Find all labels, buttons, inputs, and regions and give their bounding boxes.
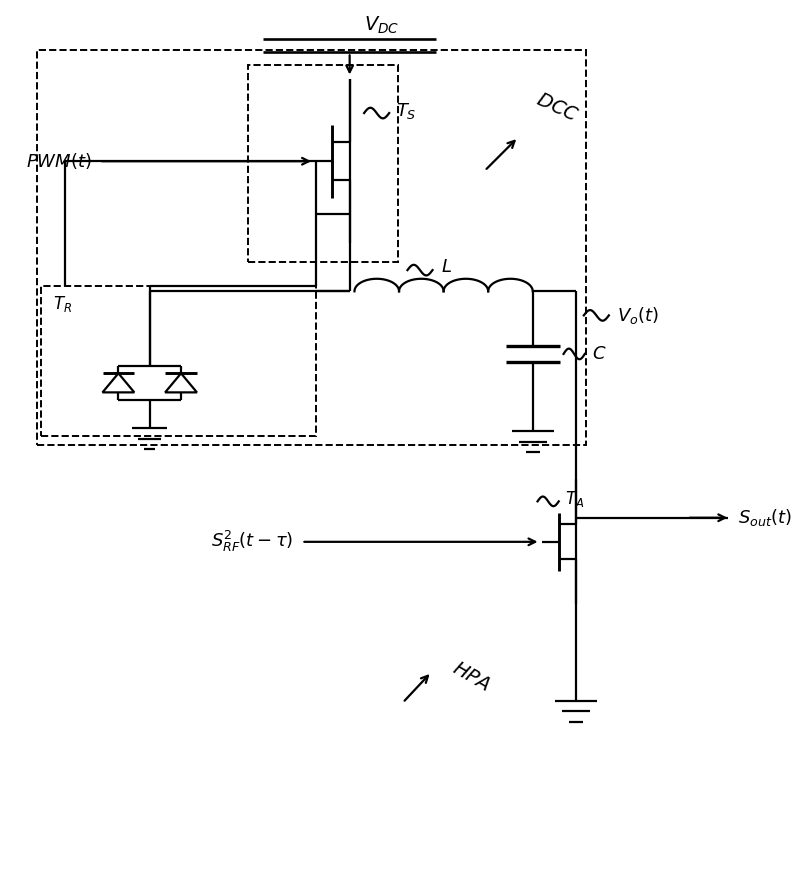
Text: $V_o(t)$: $V_o(t)$	[617, 305, 658, 326]
Text: $PWM(t)$: $PWM(t)$	[26, 152, 91, 171]
Bar	[249, 65, 398, 263]
Text: $S_{out}(t)$: $S_{out}(t)$	[738, 507, 792, 529]
Text: $T_S$: $T_S$	[396, 101, 417, 121]
Text: $T_A$: $T_A$	[565, 490, 584, 509]
Text: $DCC$: $DCC$	[533, 91, 580, 126]
Text: $S^2_{RF}(t-\tau)$: $S^2_{RF}(t-\tau)$	[211, 529, 294, 554]
Text: $L$: $L$	[441, 258, 452, 277]
Bar	[37, 50, 586, 446]
Text: $T_R$: $T_R$	[53, 294, 72, 315]
Bar	[42, 286, 316, 436]
Text: $C$: $C$	[593, 345, 607, 363]
Text: $HPA$: $HPA$	[449, 659, 493, 694]
Text: $V_{DC}$: $V_{DC}$	[364, 15, 399, 36]
